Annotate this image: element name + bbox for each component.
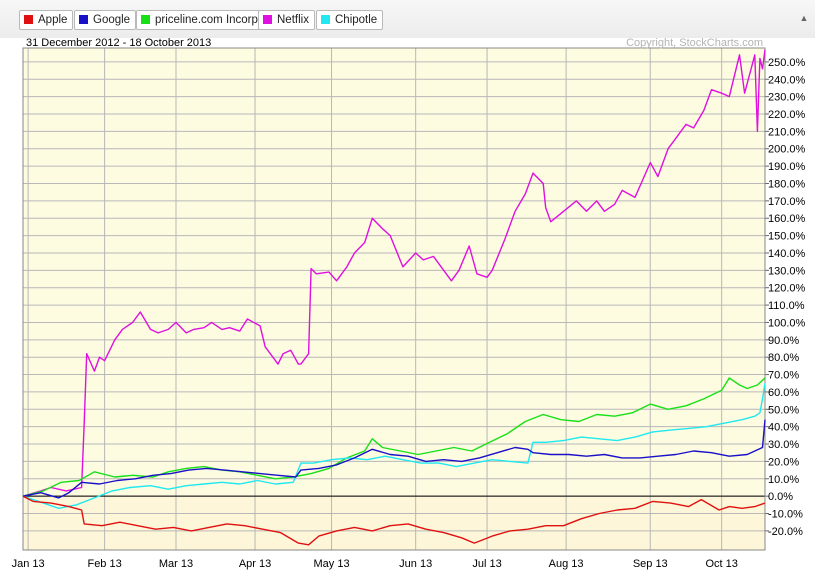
x-axis-labels: Jan 13 Feb 13 Mar 13 Apr 13 May 13 Jun 13 Jul …	[12, 558, 738, 570]
y-tick-label: 70.0%	[768, 370, 799, 382]
y-tick-label: 80.0%	[768, 352, 799, 364]
y-tick-label: 150.0%	[768, 231, 806, 243]
x-tick-label: Jan 13	[12, 558, 45, 570]
y-tick-label: 190.0%	[768, 161, 806, 173]
y-tick-label: -10.0%	[768, 509, 803, 521]
legend-swatch-apple	[24, 15, 33, 24]
date-range-label: 31 December 2012 - 18 October 2013	[26, 37, 211, 49]
x-tick-label: Jun 13	[399, 558, 432, 570]
plot-frame	[22, 47, 766, 551]
x-tick-label: May 13	[313, 558, 349, 570]
copyright-label: Copyright, StockCharts.com	[626, 37, 763, 49]
y-tick-label: 240.0%	[768, 74, 806, 86]
y-tick-label: 90.0%	[768, 335, 799, 347]
legend-item-apple[interactable]: Apple	[19, 10, 74, 30]
plot-area-negative	[23, 496, 765, 550]
x-tick-label: Apr 13	[239, 558, 271, 570]
series-line-apple	[22, 495, 766, 546]
legend-item-priceline[interactable]: priceline.com Incorp	[136, 10, 264, 30]
x-tick-label: Mar 13	[159, 558, 193, 570]
plot-area-positive	[23, 48, 765, 497]
y-axis-labels: 250.0% 240.0% 230.0% 220.0% 210.0% 200.0% 190.…	[768, 57, 806, 538]
legend-label-google: Google	[93, 14, 131, 26]
legend-swatch-priceline	[141, 15, 150, 24]
y-tick-label: 160.0%	[768, 213, 806, 225]
y-tick-label: 100.0%	[768, 317, 806, 329]
y-tick-label: 230.0%	[768, 92, 806, 104]
y-tick-label: 50.0%	[768, 404, 799, 416]
legend-item-chipotle[interactable]: Chipotle	[316, 10, 384, 30]
legend-swatch-google	[79, 15, 88, 24]
y-tick-label: 40.0%	[768, 422, 799, 434]
legend-label-chipotle: Chipotle	[335, 14, 378, 26]
y-tick-label: 200.0%	[768, 144, 806, 156]
horizontal-gridlines	[23, 61, 769, 532]
y-tick-label: 140.0%	[768, 248, 806, 260]
x-tick-label: Oct 13	[705, 558, 737, 570]
y-tick-label: 180.0%	[768, 178, 806, 190]
y-tick-label: 30.0%	[768, 439, 799, 451]
legend-label-apple: Apple	[38, 14, 68, 26]
x-tick-label: Feb 13	[87, 558, 121, 570]
y-tick-label: 110.0%	[768, 300, 805, 312]
y-tick-label: -20.0%	[768, 526, 803, 538]
series-line-google	[22, 419, 766, 499]
legend-item-google[interactable]: Google	[74, 10, 137, 30]
collapse-legend-button[interactable]: ▲	[796, 8, 812, 28]
y-tick-label: 60.0%	[768, 387, 799, 399]
legend-item-netflix[interactable]: Netflix	[258, 10, 315, 30]
vertical-gridlines	[27, 48, 723, 550]
series-lines	[22, 49, 766, 546]
legend-swatch-netflix	[263, 15, 272, 24]
legend-label-priceline: priceline.com Incorp	[155, 14, 258, 26]
legend-label-netflix: Netflix	[277, 14, 309, 26]
series-line-chipotle	[22, 383, 766, 509]
y-tick-label: 120.0%	[768, 283, 806, 295]
y-tick-label: 170.0%	[768, 196, 806, 208]
y-tick-label: 0.0%	[768, 491, 793, 503]
y-tick-label: 210.0%	[768, 126, 806, 138]
y-tick-label: 130.0%	[768, 265, 806, 277]
series-line-netflix	[22, 49, 766, 497]
x-tick-label: Sep 13	[633, 558, 668, 570]
y-tick-label: 20.0%	[768, 456, 799, 468]
y-tick-label: 220.0%	[768, 109, 806, 121]
y-tick-label: 250.0%	[768, 57, 806, 69]
legend-swatch-chipotle	[321, 15, 330, 24]
x-tick-label: Aug 13	[549, 558, 584, 570]
x-tick-label: Jul 13	[472, 558, 501, 570]
y-tick-label: 10.0%	[768, 474, 799, 486]
chevron-up-icon: ▲	[799, 13, 809, 23]
legend-bar: Apple Google priceline.com Incorp Netfli…	[0, 0, 815, 38]
